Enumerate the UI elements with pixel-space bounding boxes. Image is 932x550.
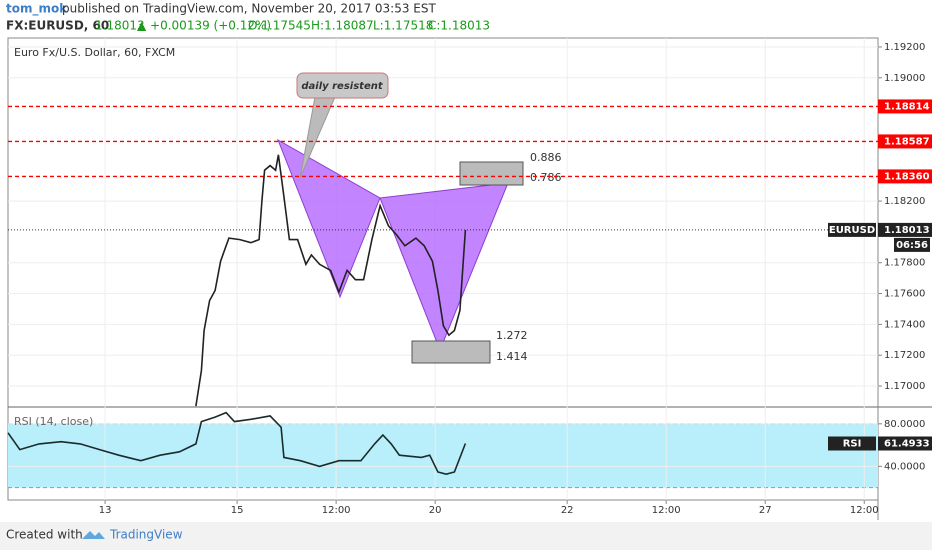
high: H:1.18087 xyxy=(311,19,374,33)
countdown: 06:56 xyxy=(896,240,928,251)
y-tick-label: 1.19200 xyxy=(884,42,925,53)
series-name: RSI xyxy=(843,439,862,450)
last-value: 1.18013 xyxy=(884,225,930,236)
y-tick-label: 1.18200 xyxy=(884,196,925,207)
brand-logo xyxy=(82,531,105,539)
open: O:1.17545 xyxy=(248,19,311,33)
last: 1.18013 xyxy=(95,19,145,33)
level-tag xyxy=(878,169,932,184)
footer-bar xyxy=(0,522,932,550)
symbol: FX:EURUSD, 60 xyxy=(6,19,109,33)
name-tag xyxy=(828,222,876,237)
level-tag xyxy=(878,134,932,149)
x-tick-label: 20 xyxy=(429,505,442,516)
fib-label: 1.272 xyxy=(496,329,528,342)
y-tick-label: 1.17400 xyxy=(884,319,925,330)
low: L:1.17518 xyxy=(373,19,433,33)
last-value: 61.4933 xyxy=(884,439,930,450)
y-tick-label: 80.0000 xyxy=(884,419,925,430)
fib-label: 1.414 xyxy=(496,350,528,363)
level-tag xyxy=(878,99,932,114)
value-tag xyxy=(878,222,932,237)
y-tick-label: 1.19000 xyxy=(884,73,925,84)
close: C:1.18013 xyxy=(428,19,490,33)
level-label: 1.18587 xyxy=(884,136,930,147)
name-tag xyxy=(828,436,876,451)
fib-box xyxy=(459,161,524,186)
fib-label: 0.886 xyxy=(530,151,562,164)
change: ▲ +0.00139 (+0.12%) xyxy=(137,19,271,33)
y-tick-label: 1.17200 xyxy=(884,350,925,361)
author: tom_mok xyxy=(6,2,68,17)
countdown-tag xyxy=(894,237,930,252)
y-tick-label: 1.17000 xyxy=(884,381,925,392)
y-tick-label: 1.17600 xyxy=(884,289,925,300)
rsi-title: RSI (14, close) xyxy=(14,415,93,428)
x-tick-label: 12:00 xyxy=(322,505,351,516)
level-label: 1.18814 xyxy=(884,101,930,112)
y-tick-label: 1.17800 xyxy=(884,258,925,269)
series-line xyxy=(7,411,467,476)
y-tick-label: 40.0000 xyxy=(884,461,925,472)
callout xyxy=(296,72,389,99)
footer-brand: TradingView xyxy=(109,528,183,542)
x-tick-label: 12:00 xyxy=(850,505,879,516)
pattern-xab xyxy=(277,138,381,299)
series-name: EURUSD xyxy=(829,225,875,236)
footer-created: Created with xyxy=(6,528,83,542)
fib-label: 0.786 xyxy=(530,171,562,184)
grid-layer xyxy=(8,38,878,500)
x-tick-label: 22 xyxy=(561,505,574,516)
x-tick-label: 27 xyxy=(759,505,772,516)
published: published on TradingView.com, November 2… xyxy=(62,2,437,16)
value-tag xyxy=(878,436,932,451)
chart-title: Euro Fx/U.S. Dollar, 60, FXCM xyxy=(14,46,175,59)
x-tick-label: 13 xyxy=(99,505,112,516)
x-tick-label: 15 xyxy=(231,505,244,516)
series-line xyxy=(195,154,467,407)
pattern-bcd xyxy=(379,182,509,352)
level-label: 1.18360 xyxy=(884,171,930,182)
callout-text: daily resistent xyxy=(301,81,383,92)
rsi-band xyxy=(8,423,878,488)
x-tick-label: 12:00 xyxy=(652,505,681,516)
fib-box xyxy=(411,340,491,364)
